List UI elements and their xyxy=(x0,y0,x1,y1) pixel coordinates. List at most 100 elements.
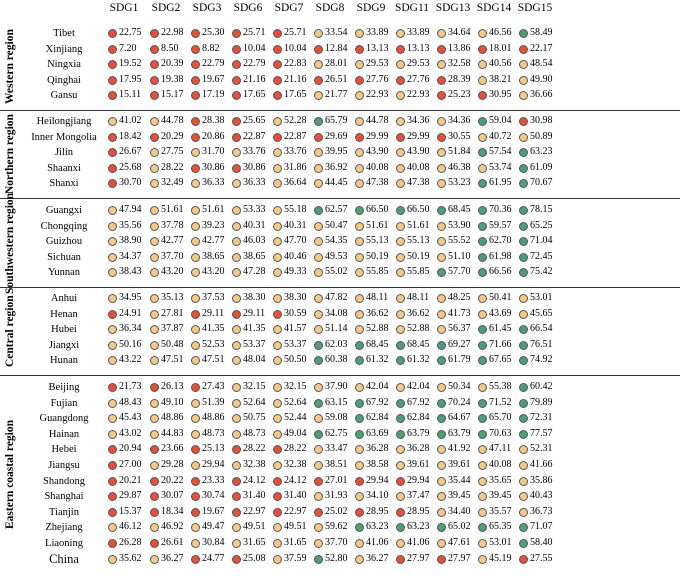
score-value: 27.01 xyxy=(325,474,348,486)
score-value: 52.31 xyxy=(530,443,553,455)
score-dot xyxy=(355,91,364,101)
score-dot xyxy=(108,356,117,366)
score-dot xyxy=(314,44,323,54)
score-dot xyxy=(273,356,282,366)
score-dot xyxy=(478,221,487,231)
score-dot xyxy=(108,554,117,564)
score-dot xyxy=(150,523,159,533)
score-dot xyxy=(232,461,241,470)
row-label: Shanxi xyxy=(49,178,79,190)
score-value: 37.53 xyxy=(202,292,225,303)
score-value: 59.62 xyxy=(325,521,348,533)
score-dot xyxy=(232,268,241,278)
score-value: 46.03 xyxy=(243,235,266,247)
score-value: 18.34 xyxy=(161,505,184,517)
score-dot xyxy=(273,252,282,262)
score-value: 68.45 xyxy=(366,338,389,350)
score-value: 59.57 xyxy=(489,219,512,231)
score-value: 29.53 xyxy=(366,58,389,70)
score-dot xyxy=(273,91,282,101)
score-dot xyxy=(314,445,323,455)
score-value: 27.55 xyxy=(530,552,553,564)
score-dot xyxy=(478,414,487,424)
score-value: 62.03 xyxy=(325,338,348,350)
score-dot xyxy=(396,221,405,231)
score-dot xyxy=(437,383,446,392)
score-value: 20.29 xyxy=(161,130,184,142)
score-dot xyxy=(519,252,528,262)
score-dot xyxy=(396,148,405,158)
score-dot xyxy=(232,383,241,392)
score-dot xyxy=(437,163,446,173)
score-dot xyxy=(396,507,405,517)
score-value: 36.28 xyxy=(366,443,389,455)
score-value: 22.17 xyxy=(530,42,553,54)
score-value: 65.25 xyxy=(530,219,553,231)
score-dot xyxy=(150,445,159,455)
score-value: 61.32 xyxy=(407,354,430,366)
score-value: 41.06 xyxy=(366,537,389,548)
score-value: 52.44 xyxy=(284,412,307,424)
score-value: 26.61 xyxy=(161,537,184,548)
score-value: 22.79 xyxy=(202,58,225,70)
score-dot xyxy=(478,492,487,502)
row-label: Tianjin xyxy=(49,506,79,518)
score-value: 55.85 xyxy=(366,266,389,278)
score-dot xyxy=(232,148,241,158)
row-label: Tibet xyxy=(53,28,75,39)
score-value: 35.56 xyxy=(119,219,142,231)
score-dot xyxy=(478,268,487,278)
score-dot xyxy=(150,117,159,126)
score-value: 29.87 xyxy=(119,490,142,502)
score-dot xyxy=(355,309,364,319)
score-dot xyxy=(396,398,405,408)
score-value: 24.12 xyxy=(284,474,307,486)
score-dot xyxy=(191,206,200,215)
score-value: 63.23 xyxy=(407,521,430,533)
score-dot xyxy=(232,44,241,54)
score-dot xyxy=(437,91,446,101)
score-value: 63.23 xyxy=(530,146,553,158)
score-value: 38.58 xyxy=(366,459,389,470)
row-label: Hubei xyxy=(51,324,77,336)
score-value: 41.35 xyxy=(202,323,225,335)
score-value: 54.35 xyxy=(325,235,348,247)
score-value: 20.39 xyxy=(161,58,184,70)
row-label: Shanghai xyxy=(44,491,84,503)
score-value: 45.65 xyxy=(530,307,553,319)
score-value: 28.22 xyxy=(284,443,307,455)
score-dot xyxy=(232,414,241,424)
score-value: 37.70 xyxy=(325,537,348,548)
score-dot xyxy=(437,325,446,335)
score-dot xyxy=(478,356,487,366)
score-value: 63.23 xyxy=(366,521,389,533)
score-value: 35.44 xyxy=(448,474,471,486)
score-dot xyxy=(108,507,117,517)
row-label: Zhejiang xyxy=(45,522,83,534)
score-value: 30.55 xyxy=(448,130,471,142)
score-value: 48.04 xyxy=(243,354,266,366)
score-value: 30.07 xyxy=(161,490,184,502)
score-dot xyxy=(396,60,405,70)
score-value: 46.56 xyxy=(489,27,512,38)
score-dot xyxy=(519,60,528,70)
column-header-sdg8: SDG8 xyxy=(315,2,345,14)
score-dot xyxy=(355,163,364,173)
score-value: 65.79 xyxy=(325,115,348,126)
score-value: 61.79 xyxy=(448,354,471,366)
score-dot xyxy=(314,398,323,408)
score-value: 24.91 xyxy=(119,307,142,319)
score-dot xyxy=(314,294,323,303)
score-dot xyxy=(273,268,282,278)
score-value: 71.52 xyxy=(489,396,512,408)
score-value: 61.32 xyxy=(366,354,389,366)
score-value: 48.25 xyxy=(448,292,471,303)
score-dot xyxy=(396,554,405,564)
score-value: 13.13 xyxy=(407,42,430,54)
score-dot xyxy=(478,340,487,350)
score-dot xyxy=(478,507,487,517)
row-label: Ningxia xyxy=(47,59,81,71)
score-value: 46.92 xyxy=(161,521,184,533)
score-dot xyxy=(232,252,241,262)
score-value: 51.84 xyxy=(448,146,471,158)
